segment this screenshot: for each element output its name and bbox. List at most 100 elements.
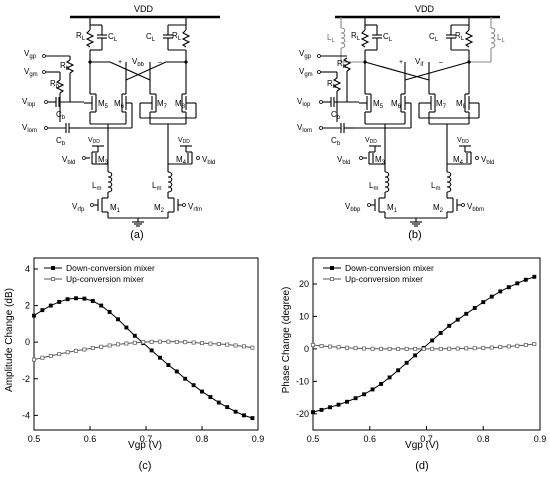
svg-text:Vlom: Vlom xyxy=(297,123,312,134)
chart-d-marks: 0.5 0.6 0.7 0.8 0.9 -20 -10 0 10 20 xyxy=(296,257,546,444)
data-point xyxy=(216,400,221,405)
x-tick-label: 0.7 xyxy=(420,434,433,444)
data-point xyxy=(174,339,179,344)
vbld-left-label: Vbld xyxy=(62,155,75,166)
data-point xyxy=(319,343,324,348)
amplitude-change-chart: 0.5 0.6 0.7 0.8 0.9 -4 -2 0 2 4 Down-conversion m… xyxy=(4,257,264,451)
chart-d-xlabel: Vgp (V) xyxy=(405,440,439,451)
rl-right-resistor xyxy=(181,29,191,48)
data-point xyxy=(370,346,375,351)
svg-text:Vgp: Vgp xyxy=(299,49,312,60)
y-tick-label: -2 xyxy=(22,374,30,384)
svg-text:M8: M8 xyxy=(456,99,467,110)
y-tick-label: -4 xyxy=(22,410,30,420)
data-point xyxy=(523,343,528,347)
y-tick-label: 0 xyxy=(25,337,30,347)
x-tick-label: 0.5 xyxy=(28,434,41,444)
chart-c-marks: 0.5 0.6 0.7 0.8 0.9 -4 -2 0 2 4 xyxy=(22,257,264,444)
data-point xyxy=(498,289,503,294)
data-point xyxy=(32,313,36,318)
rb-upper-resistor xyxy=(65,59,75,74)
data-point xyxy=(532,342,537,346)
vbbm-label: Vbbm xyxy=(467,202,484,213)
chart-c-ylabel: Amplitude Change (dB) xyxy=(4,288,15,392)
data-point xyxy=(455,346,460,351)
svg-text:Cb: Cb xyxy=(331,110,341,121)
vdd-label: VDD xyxy=(134,4,154,14)
rl-left-resistor xyxy=(85,29,95,48)
data-point xyxy=(158,355,162,360)
data-point xyxy=(481,345,486,350)
data-point xyxy=(183,340,188,345)
data-point xyxy=(515,343,520,348)
data-point xyxy=(233,343,238,348)
data-point xyxy=(225,342,230,347)
data-point xyxy=(166,339,171,344)
svg-text:M4: M4 xyxy=(453,155,464,166)
data-point xyxy=(32,357,36,362)
legend-label: Up-conversion mixer xyxy=(66,274,144,284)
svg-text:M7: M7 xyxy=(157,99,168,110)
data-point xyxy=(515,281,520,286)
data-point xyxy=(404,346,409,351)
switching-quad: M5 M6 M7 M8 xyxy=(80,61,197,129)
data-point xyxy=(464,311,469,316)
svg-text:M3: M3 xyxy=(98,155,109,166)
svg-text:RL: RL xyxy=(172,31,182,42)
data-point xyxy=(250,345,255,350)
y-tick-label: 10 xyxy=(299,311,309,321)
svg-text:Rb: Rb xyxy=(60,61,70,72)
data-point xyxy=(82,347,87,352)
data-point xyxy=(489,345,494,350)
data-point xyxy=(82,296,87,301)
x-tick-label: 0.6 xyxy=(363,434,376,444)
data-point xyxy=(387,346,392,351)
data-point xyxy=(472,306,477,310)
legend-label: Down-conversion mixer xyxy=(345,263,434,273)
data-point xyxy=(48,353,53,358)
svg-text:M3: M3 xyxy=(375,155,386,166)
circuit-a: VDD RL CL RL CL + Vbb – Vgp xyxy=(0,0,275,250)
data-point xyxy=(498,345,503,350)
data-point xyxy=(328,344,332,349)
svg-text:CL: CL xyxy=(146,32,156,43)
data-point xyxy=(396,368,401,373)
data-point xyxy=(353,346,358,351)
svg-text:M2: M2 xyxy=(433,203,444,214)
data-point xyxy=(404,360,409,365)
svg-text:M1: M1 xyxy=(110,203,121,214)
vlop-label: Vlop xyxy=(22,97,36,108)
svg-text:M8: M8 xyxy=(175,99,186,110)
data-point xyxy=(48,303,53,308)
data-point xyxy=(430,346,435,351)
legend-marker xyxy=(330,266,334,270)
data-point xyxy=(319,407,324,412)
data-point xyxy=(124,325,129,330)
svg-text:Lm: Lm xyxy=(369,181,378,192)
svg-text:RL: RL xyxy=(76,31,86,42)
data-point xyxy=(107,343,112,348)
data-point xyxy=(90,299,95,303)
vrfp-label: Vrfp xyxy=(72,202,85,213)
ll-left-inductor xyxy=(340,27,346,49)
svg-text:RL: RL xyxy=(351,31,361,42)
data-point xyxy=(311,343,315,347)
data-point xyxy=(233,409,238,414)
chart-d-ylabel: Phase Change (degree) xyxy=(281,287,292,394)
lm-left-inductor xyxy=(107,171,113,193)
data-point xyxy=(362,346,367,351)
svg-text:CL: CL xyxy=(108,32,118,43)
legend-label: Down-conversion mixer xyxy=(66,263,155,273)
svg-text:–: – xyxy=(439,59,443,66)
svg-text:Lm: Lm xyxy=(92,181,101,192)
data-point xyxy=(396,346,401,351)
data-point xyxy=(208,395,213,400)
x-tick-label: 0.6 xyxy=(84,434,97,444)
data-point xyxy=(413,346,418,351)
svg-text:LL: LL xyxy=(327,33,335,44)
data-point xyxy=(40,308,45,313)
svg-text:M1: M1 xyxy=(387,203,398,214)
data-point xyxy=(57,352,62,357)
